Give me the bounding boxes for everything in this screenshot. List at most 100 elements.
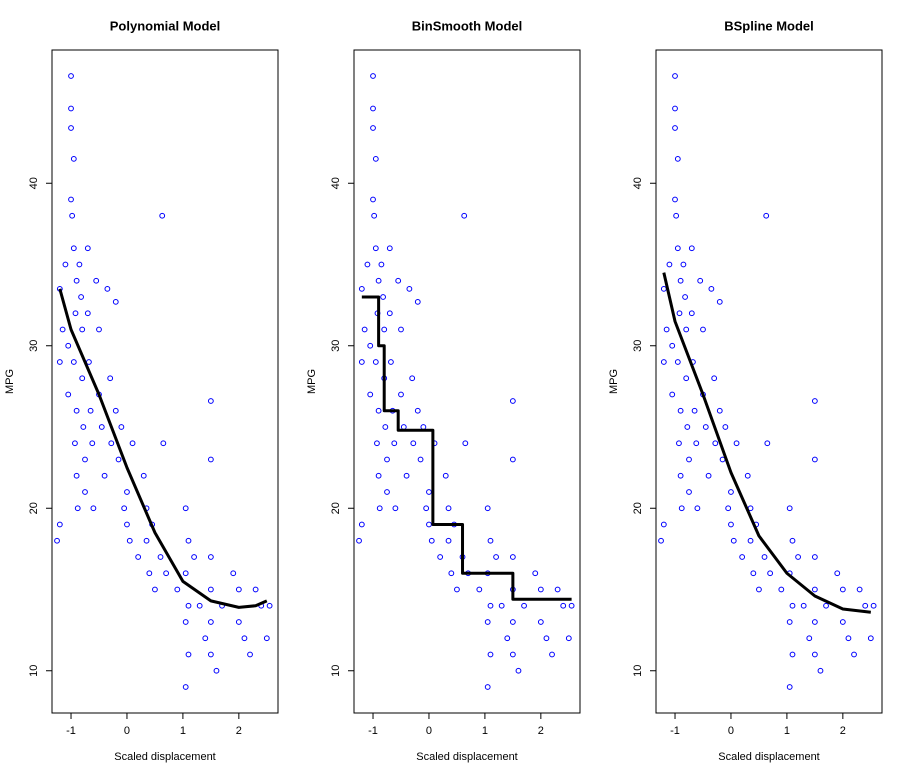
- x-axis-label: Scaled displacement: [114, 751, 216, 763]
- point: [549, 651, 555, 658]
- point: [372, 359, 379, 365]
- point: [367, 391, 374, 398]
- point: [728, 489, 734, 495]
- point: [140, 472, 147, 479]
- point: [56, 359, 63, 365]
- point: [672, 125, 678, 131]
- point: [509, 554, 516, 560]
- y-tick-label: 20: [28, 502, 40, 514]
- point: [235, 586, 242, 593]
- point: [437, 554, 444, 560]
- point: [356, 537, 362, 544]
- point: [660, 521, 667, 528]
- point: [817, 667, 824, 674]
- point: [406, 285, 413, 292]
- point: [806, 635, 813, 642]
- plot-box: [51, 49, 279, 714]
- point: [786, 619, 793, 625]
- y-tick-label: 20: [632, 502, 644, 514]
- point: [409, 375, 416, 382]
- point: [716, 298, 723, 305]
- point: [683, 375, 690, 382]
- point: [375, 472, 382, 479]
- point: [73, 407, 80, 414]
- x-tick-label: 1: [784, 725, 790, 737]
- point: [386, 245, 393, 252]
- point: [79, 326, 86, 333]
- point: [767, 570, 774, 577]
- point: [185, 602, 192, 609]
- point: [82, 456, 88, 463]
- point: [196, 602, 203, 609]
- point: [375, 407, 382, 414]
- point: [462, 440, 469, 447]
- point: [694, 505, 701, 512]
- point: [112, 407, 119, 414]
- point: [672, 105, 678, 112]
- x-tick-label: 0: [426, 725, 432, 737]
- point: [498, 602, 505, 609]
- y-axis-label: MPG: [4, 369, 16, 394]
- point: [358, 285, 365, 292]
- point: [370, 73, 376, 79]
- point: [756, 586, 762, 593]
- point: [789, 602, 796, 609]
- point: [395, 277, 402, 284]
- point: [76, 261, 83, 268]
- point: [202, 635, 209, 642]
- point: [384, 456, 390, 463]
- point: [72, 310, 79, 317]
- point: [104, 285, 111, 292]
- point: [660, 359, 667, 365]
- point: [146, 570, 153, 577]
- y-tick-label: 10: [632, 665, 644, 677]
- point: [358, 521, 365, 528]
- point: [182, 570, 189, 577]
- point: [677, 472, 684, 479]
- point: [484, 619, 491, 625]
- point: [241, 635, 248, 642]
- point: [426, 489, 432, 495]
- point: [152, 586, 158, 593]
- point: [702, 424, 709, 430]
- point: [68, 73, 74, 79]
- y-tick-label: 40: [632, 177, 644, 189]
- point: [660, 285, 667, 292]
- point: [84, 310, 91, 317]
- point: [461, 212, 468, 219]
- point: [867, 635, 874, 642]
- x-tick-label: -1: [66, 725, 76, 737]
- point: [375, 277, 382, 284]
- point: [839, 586, 846, 593]
- point: [725, 505, 732, 512]
- point: [509, 456, 516, 463]
- point: [371, 212, 378, 219]
- point: [476, 586, 483, 593]
- point: [414, 407, 421, 414]
- point: [521, 602, 527, 609]
- point: [361, 326, 368, 333]
- point: [509, 651, 516, 658]
- point: [684, 424, 691, 430]
- point: [72, 440, 78, 447]
- point: [73, 472, 80, 479]
- x-tick-label: 1: [482, 725, 488, 737]
- point: [207, 398, 214, 404]
- point: [191, 554, 197, 560]
- point: [716, 407, 723, 414]
- point: [247, 651, 253, 658]
- point: [426, 521, 432, 528]
- point: [484, 684, 491, 690]
- point: [54, 537, 60, 544]
- point: [107, 375, 114, 382]
- point: [185, 537, 192, 544]
- point: [445, 537, 452, 544]
- point: [400, 424, 407, 430]
- x-tick-label: 2: [236, 725, 242, 737]
- point: [372, 245, 379, 252]
- point: [682, 294, 688, 300]
- point: [673, 212, 680, 219]
- fit-line: [58, 288, 268, 609]
- point: [666, 261, 673, 268]
- point: [680, 261, 687, 268]
